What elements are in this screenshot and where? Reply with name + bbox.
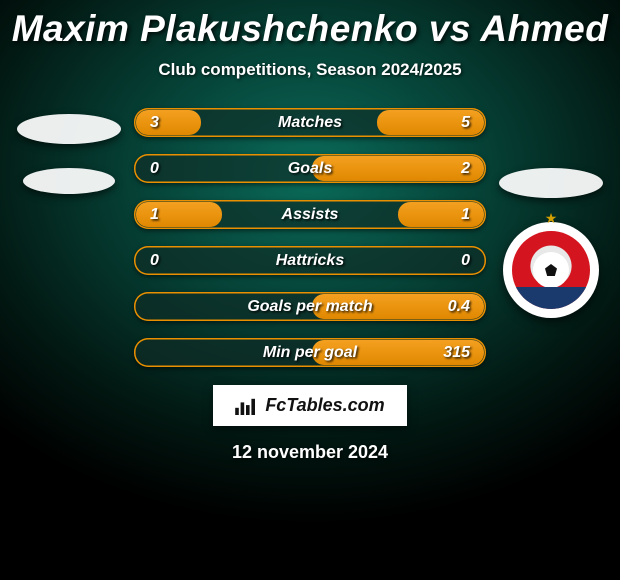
stat-value-left: 0 (134, 160, 194, 178)
stat-label: Goals per match (194, 298, 426, 316)
stat-bar: Min per goal315 (134, 338, 486, 367)
stat-value-right: 5 (426, 114, 486, 132)
stat-value-left: 0 (134, 252, 194, 270)
page-title: Maxim Plakushchenko vs Ahmed (12, 8, 609, 50)
stat-bar: Goals per match0.4 (134, 292, 486, 321)
stats-column: 3Matches50Goals21Assists10Hattricks0Goal… (130, 108, 490, 367)
stat-label: Hattricks (194, 252, 426, 270)
stat-bar: 0Goals2 (134, 154, 486, 183)
stat-value-right: 2 (426, 160, 486, 178)
stat-bar: 1Assists1 (134, 200, 486, 229)
club-badge: ★ (503, 222, 599, 318)
comparison-row: 3Matches50Goals21Assists10Hattricks0Goal… (0, 108, 620, 367)
source-badge: FcTables.com (213, 385, 406, 426)
bar-chart-icon (235, 397, 257, 415)
stat-label: Matches (194, 114, 426, 132)
stat-label: Min per goal (194, 344, 426, 362)
stat-value-right: 315 (426, 344, 486, 362)
stat-label: Assists (194, 206, 426, 224)
stat-bar: 0Hattricks0 (134, 246, 486, 275)
stat-value-right: 0 (426, 252, 486, 270)
source-label: FcTables.com (265, 395, 384, 416)
left-player-col (8, 108, 130, 194)
date-label: 12 november 2024 (232, 442, 388, 463)
club-logo-placeholder (23, 168, 115, 194)
player-avatar-placeholder (17, 114, 121, 144)
star-icon: ★ (545, 210, 558, 227)
subtitle: Club competitions, Season 2024/2025 (158, 60, 461, 80)
club-badge-stripe (512, 287, 590, 309)
main-content: Maxim Plakushchenko vs Ahmed Club compet… (0, 0, 620, 463)
stat-bar: 3Matches5 (134, 108, 486, 137)
right-player-col: ★ (490, 108, 612, 318)
stat-value-left: 1 (134, 206, 194, 224)
club-badge-inner (512, 231, 590, 309)
stat-value-right: 1 (426, 206, 486, 224)
player-avatar-placeholder (499, 168, 603, 198)
stat-value-left: 3 (134, 114, 194, 132)
stat-label: Goals (194, 160, 426, 178)
stat-value-right: 0.4 (426, 298, 486, 316)
soccer-ball-icon (533, 252, 569, 288)
